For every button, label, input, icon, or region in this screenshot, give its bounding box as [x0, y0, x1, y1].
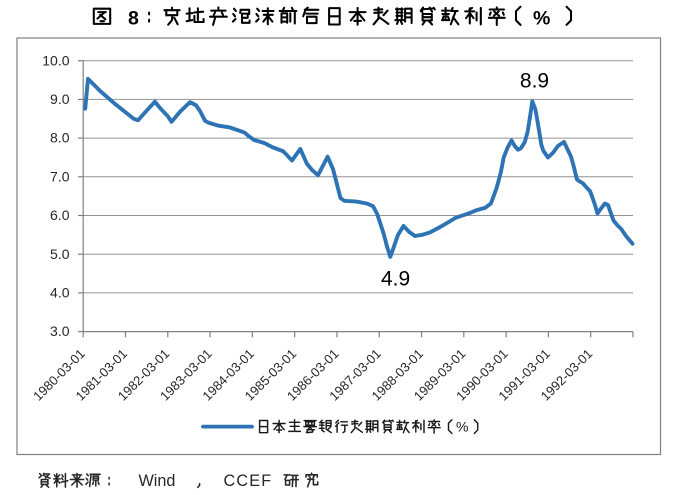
svg-text:5.0: 5.0 [50, 246, 70, 262]
svg-text:CCEF: CCEF [224, 472, 273, 490]
svg-text:6.0: 6.0 [50, 207, 70, 223]
svg-text:8.0: 8.0 [50, 130, 70, 146]
svg-text:4.0: 4.0 [50, 285, 70, 301]
svg-text:7.0: 7.0 [50, 168, 70, 184]
svg-text:Wind: Wind [139, 472, 176, 490]
svg-text:8: 8 [128, 7, 139, 29]
svg-text:9.0: 9.0 [50, 91, 70, 107]
svg-text:%: % [533, 7, 550, 29]
svg-text:8.9: 8.9 [520, 69, 549, 92]
svg-text:4.9: 4.9 [381, 267, 410, 290]
svg-text:3.0: 3.0 [50, 323, 70, 339]
svg-text:10.0: 10.0 [42, 52, 69, 68]
svg-text:%: % [456, 419, 468, 435]
